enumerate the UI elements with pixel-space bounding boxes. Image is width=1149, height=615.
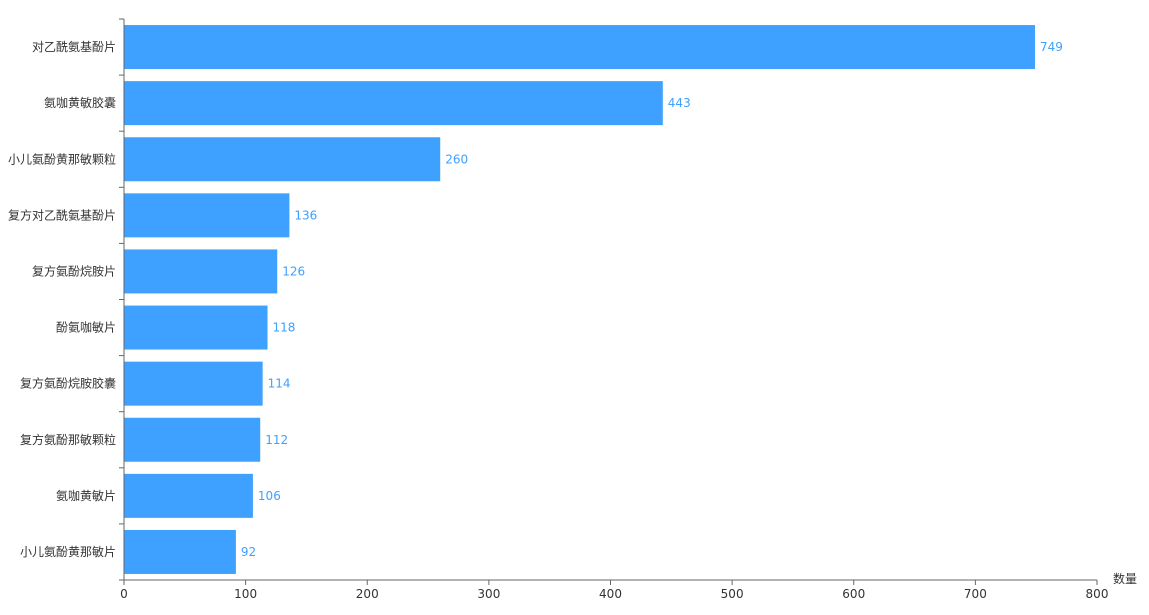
category-label: 氨咖黄敏胶囊 [44, 95, 116, 110]
x-tick-label: 300 [477, 587, 500, 601]
x-tick-label: 100 [234, 587, 257, 601]
category-label: 对乙酰氨基酚片 [32, 40, 116, 54]
category-label: 复方氨酚烷胺胶囊 [20, 376, 116, 391]
data-label: 136 [294, 208, 317, 222]
category-label: 小儿氨酚黄那敏片 [20, 544, 116, 559]
x-axis-title: 数量 [1113, 571, 1137, 586]
bar [124, 529, 236, 574]
y-axis: 对乙酰氨基酚片氨咖黄敏胶囊小儿氨酚黄那敏颗粒复方对乙酰氨基酚片复方氨酚烷胺片酚氨… [8, 18, 125, 581]
bar [124, 193, 290, 238]
data-label: 114 [268, 377, 291, 391]
data-label: 118 [273, 321, 296, 335]
bar [124, 361, 263, 406]
x-tick-label: 0 [120, 587, 128, 601]
data-label: 126 [282, 264, 305, 278]
bars-layer [124, 25, 1035, 574]
data-label: 749 [1040, 40, 1063, 54]
data-label: 92 [241, 545, 256, 559]
bar [124, 25, 1035, 70]
x-tick-label: 700 [964, 587, 987, 601]
data-label: 260 [445, 152, 468, 166]
bar [124, 249, 278, 294]
data-label: 112 [265, 433, 288, 447]
bar [124, 473, 253, 518]
bar [124, 137, 441, 182]
bar [124, 417, 261, 462]
x-axis: 0 100 200 300 400 500 600 700 800 [120, 579, 1109, 601]
x-tick-label: 200 [356, 587, 379, 601]
x-tick-label: 400 [599, 587, 622, 601]
category-label: 酚氨咖敏片 [56, 320, 116, 335]
category-label: 复方氨酚烷胺片 [32, 263, 116, 278]
category-label: 小儿氨酚黄那敏颗粒 [8, 151, 116, 166]
category-label: 氨咖黄敏片 [56, 488, 116, 503]
x-tick-label: 500 [721, 587, 744, 601]
bar [124, 81, 663, 126]
category-label: 复方对乙酰氨基酚片 [8, 207, 116, 222]
category-label: 复方氨酚那敏颗粒 [20, 432, 116, 447]
data-label: 443 [668, 96, 691, 110]
data-label: 106 [258, 489, 281, 503]
x-tick-label: 800 [1086, 587, 1109, 601]
bar [124, 305, 268, 350]
data-labels-layer: 749 443 260 136 126 118 114 112 106 92 [241, 40, 1063, 559]
x-tick-label: 600 [842, 587, 865, 601]
